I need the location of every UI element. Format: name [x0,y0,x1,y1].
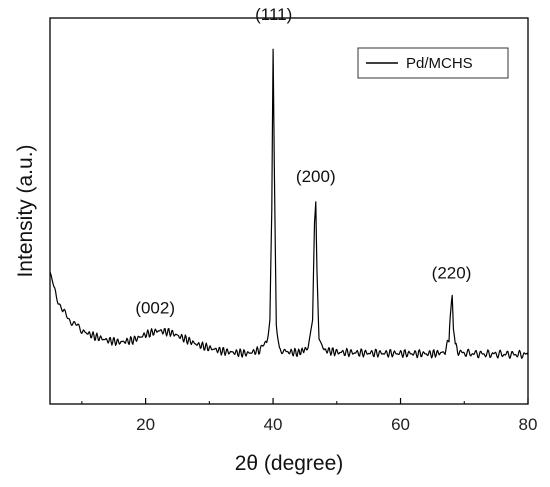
legend-label-pd-mchs: Pd/MCHS [406,55,473,72]
peak-label: (220) [432,264,472,283]
peak-label: (002) [135,298,175,317]
series-pd-mchs-line [49,48,529,359]
peak-label: (200) [296,167,336,186]
x-tick-label: 80 [519,415,538,434]
x-tick-label: 40 [264,415,283,434]
y-axis-title: Intensity (a.u.) [14,144,37,277]
x-tick-label: 20 [136,415,155,434]
x-tick-label: 60 [391,415,410,434]
peak-label: (111) [255,5,292,24]
x-tick-labels: 20 40 60 80 [136,415,537,434]
x-axis-title: 2θ (degree) [235,452,344,475]
plot-frame [49,17,529,405]
x-ticks [81,398,529,404]
peak-annotations: (002) (111) (200) (220) [135,5,471,317]
legend: Pd/MCHS [357,47,509,79]
